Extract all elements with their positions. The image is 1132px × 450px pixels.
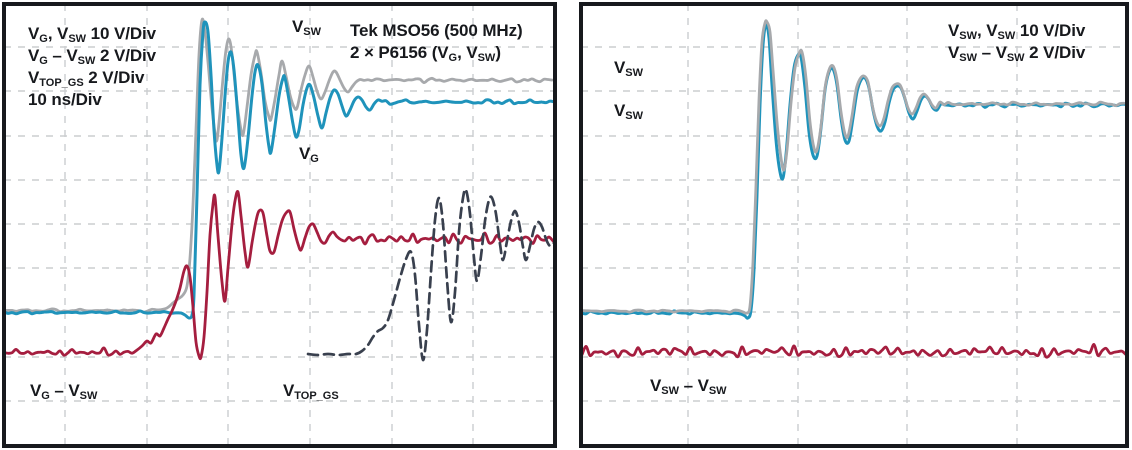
left-graticule	[4, 4, 555, 446]
right-scale-info: VSW, VSW 10 V/Div VSW – VSW 2 V/Div	[948, 20, 1085, 64]
left-label-vsw: VSW	[292, 17, 321, 38]
left-scale-info: VG, VSW 10 V/Div VG – VSW 2 V/Div VTOP_GS …	[28, 23, 156, 111]
right-label-vsw-1: VSW	[614, 58, 643, 79]
text-line: 10 ns/Div	[28, 90, 102, 109]
trace-v_sw_probe1	[582, 19, 1126, 315]
trace-v_sw_minus_v_sw	[582, 343, 1126, 359]
trace-v_g	[5, 20, 554, 320]
text-line: VTOP_GS 2 V/Div	[28, 68, 145, 89]
right-panel-frame	[579, 2, 1129, 448]
text-line: VG, VSW 10 V/Div	[28, 24, 157, 45]
left-panel-frame	[2, 2, 557, 448]
right-graticule	[581, 4, 1127, 446]
left-label-vtop-gs: VTOP_GS	[283, 381, 339, 402]
right-label-vsw-2: VSW	[614, 101, 643, 122]
text-line: Tek MSO56 (500 MHz)	[350, 21, 523, 40]
text-line: VSW, VSW 10 V/Div	[948, 21, 1086, 42]
right-traces	[582, 19, 1126, 359]
left-label-vg-minus-vsw: VG – VSW	[30, 381, 98, 402]
trace-v_sw_probe2	[582, 23, 1126, 320]
left-instrument-info: Tek MSO56 (500 MHz) 2 × P6156 (VG, VSW)	[350, 20, 523, 64]
text-line: VSW – VSW 2 V/Div	[948, 43, 1086, 64]
text-line: VG – VSW 2 V/Div	[28, 46, 157, 67]
text-line: 2 × P6156 (VG, VSW)	[350, 43, 501, 64]
right-scope-panel	[579, 2, 1129, 448]
left-label-vg: VG	[299, 144, 319, 165]
left-traces	[5, 17, 554, 362]
trace-v_sw	[5, 17, 554, 314]
left-scope-panel	[2, 2, 557, 448]
right-label-vsw-minus-vsw: VSW – VSW	[650, 376, 727, 397]
trace-v_top_gs	[306, 187, 554, 362]
